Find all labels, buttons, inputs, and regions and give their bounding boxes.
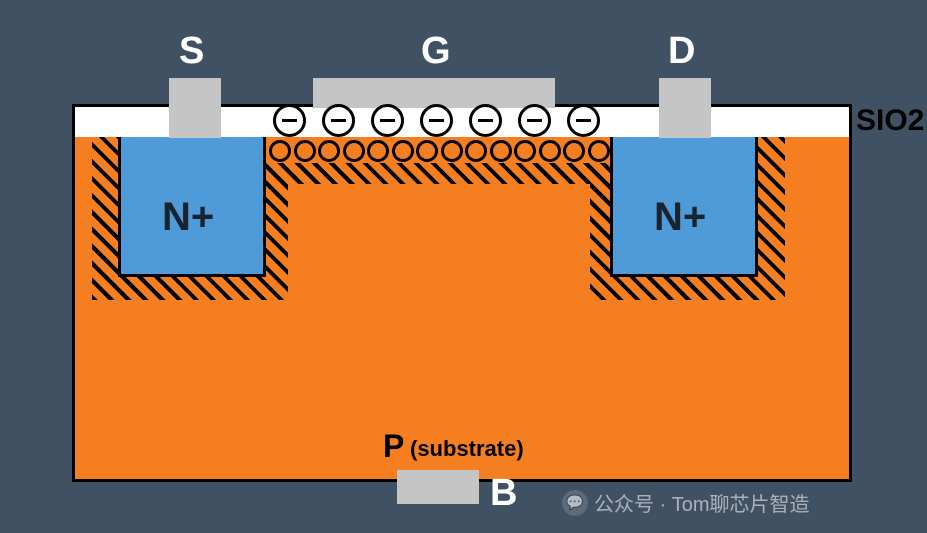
- hole-symbol: [269, 140, 291, 162]
- drain-terminal-label: D: [668, 30, 695, 73]
- sio2-label: SIO2: [856, 104, 924, 138]
- drain-contact: [659, 78, 711, 138]
- p-substrate-label: P: [383, 428, 404, 465]
- p-substrate-sublabel: (substrate): [410, 436, 524, 462]
- hole-symbol: [539, 140, 561, 162]
- electron-symbol: [518, 104, 551, 137]
- hole-symbol: [441, 140, 463, 162]
- watermark: 💬 公众号 · Tom聊芯片智造: [562, 488, 810, 517]
- watermark-text: 公众号 · Tom聊芯片智造: [594, 488, 810, 517]
- hole-symbol: [343, 140, 365, 162]
- hole-symbol: [514, 140, 536, 162]
- hole-symbol: [367, 140, 389, 162]
- n-plus-right-label: N+: [654, 195, 706, 240]
- electron-symbol: [420, 104, 453, 137]
- source-terminal-label: S: [179, 30, 204, 73]
- gate-terminal-label: G: [421, 30, 451, 73]
- electron-symbol: [371, 104, 404, 137]
- hole-symbol: [490, 140, 512, 162]
- body-contact: [397, 470, 479, 504]
- hole-symbol: [294, 140, 316, 162]
- n-plus-left-label: N+: [162, 195, 214, 240]
- electron-symbol: [273, 104, 306, 137]
- hole-symbol: [416, 140, 438, 162]
- body-terminal-label: B: [490, 472, 517, 515]
- hole-symbol: [465, 140, 487, 162]
- hole-symbol: [392, 140, 414, 162]
- hole-symbol: [318, 140, 340, 162]
- hole-symbol: [563, 140, 585, 162]
- source-contact: [169, 78, 221, 138]
- electron-symbol: [567, 104, 600, 137]
- hole-symbol: [588, 140, 610, 162]
- electron-symbol: [469, 104, 502, 137]
- chat-icon: 💬: [562, 490, 588, 516]
- electron-symbol: [322, 104, 355, 137]
- device-outline: [72, 104, 852, 482]
